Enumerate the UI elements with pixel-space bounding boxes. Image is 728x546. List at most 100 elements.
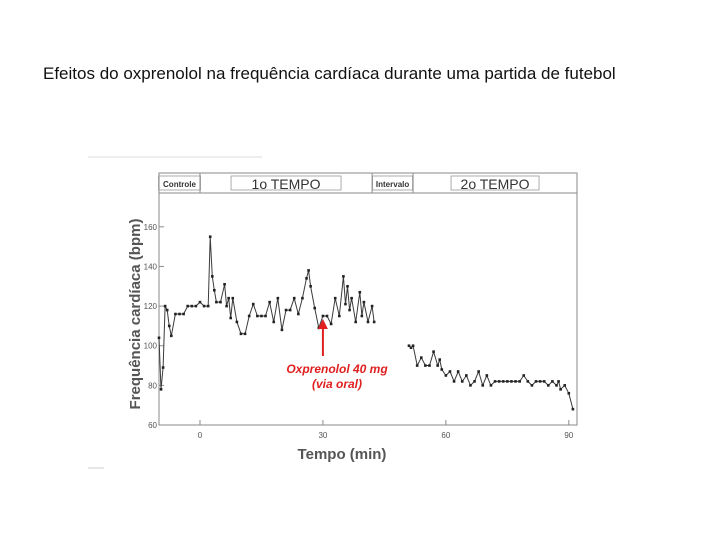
- data-point: [571, 407, 575, 411]
- data-point: [215, 300, 218, 304]
- y-tick-label: 160: [144, 223, 158, 232]
- data-point: [159, 388, 163, 391]
- annotation-line-1: Oxprenolol 40 mg: [286, 362, 388, 376]
- phase-band: Controle 1o TEMPO Intervalo 2o TEMPO: [158, 173, 540, 193]
- y-tick-label: 60: [148, 421, 157, 430]
- x-tick-label: 90: [564, 431, 573, 440]
- data-point: [547, 384, 550, 387]
- data-point: [225, 304, 228, 308]
- phase-label: Controle: [163, 180, 196, 189]
- data-point: [485, 374, 489, 377]
- phase-box: [230, 175, 342, 191]
- data-point: [563, 384, 567, 387]
- data-point: [313, 306, 317, 310]
- data-point: [182, 312, 185, 316]
- data-point: [477, 370, 480, 373]
- data-point: [227, 296, 230, 300]
- data-point: [239, 332, 243, 336]
- data-point: [542, 380, 546, 383]
- slide-title: Efeitos do oxprenolol na frequência card…: [43, 64, 616, 83]
- phase-label: 1o TEMPO: [252, 176, 321, 192]
- data-point: [489, 384, 493, 387]
- data-point: [534, 380, 538, 383]
- data-point: [493, 380, 497, 383]
- data-point: [481, 384, 485, 387]
- data-point: [350, 296, 353, 300]
- data-point: [329, 322, 333, 326]
- heart-rate-points: [157, 235, 575, 411]
- data-point: [411, 344, 415, 348]
- data-point: [190, 304, 194, 308]
- annotation-line-2: (via oral): [312, 377, 362, 391]
- data-point: [268, 300, 271, 304]
- x-tick-label: 0: [198, 431, 203, 440]
- data-point: [208, 235, 212, 239]
- data-point: [186, 304, 189, 308]
- data-point: [309, 284, 312, 288]
- data-point: [522, 374, 526, 377]
- data-point: [338, 314, 341, 318]
- y-tick-label: 140: [144, 262, 158, 271]
- y-tick-label: 120: [144, 302, 158, 311]
- data-point: [452, 380, 456, 383]
- data-point: [465, 374, 468, 377]
- data-point: [161, 366, 165, 369]
- data-point: [551, 380, 554, 383]
- data-point: [440, 368, 444, 371]
- data-point: [567, 391, 571, 395]
- data-point: [538, 380, 542, 383]
- phase-label: 2o TEMPO: [461, 176, 530, 192]
- y-tick-label: 80: [148, 381, 157, 390]
- data-point: [419, 356, 423, 359]
- phase-box: [450, 175, 540, 191]
- data-point: [260, 314, 263, 318]
- x-axis-label: Tempo (min): [298, 446, 387, 463]
- data-point: [432, 350, 435, 353]
- data-point: [280, 328, 284, 332]
- data-point: [292, 296, 296, 300]
- data-point: [165, 308, 169, 312]
- data-point: [247, 314, 251, 318]
- data-point: [506, 380, 509, 383]
- data-point: [366, 320, 370, 324]
- data-point: [348, 308, 351, 312]
- data-point: [360, 314, 364, 318]
- data-point: [370, 304, 374, 308]
- data-point: [174, 312, 177, 316]
- data-point: [178, 312, 181, 316]
- data-point: [213, 288, 216, 292]
- data-point: [510, 380, 513, 383]
- data-point: [342, 275, 345, 278]
- data-point: [284, 308, 288, 312]
- data-point: [202, 304, 206, 308]
- data-point: [210, 275, 214, 278]
- data-point: [272, 320, 276, 324]
- data-point: [497, 380, 501, 383]
- data-point: [276, 296, 280, 300]
- data-point: [223, 282, 226, 286]
- data-point: [436, 364, 439, 367]
- data-point: [307, 269, 310, 272]
- data-point: [501, 380, 505, 383]
- data-point: [438, 358, 442, 361]
- data-point: [288, 308, 292, 312]
- data-point: [409, 346, 413, 350]
- data-point: [460, 380, 464, 383]
- data-point: [235, 320, 239, 324]
- data-point: [325, 314, 329, 318]
- data-point: [444, 374, 448, 377]
- data-point: [251, 302, 255, 306]
- data-point: [157, 336, 161, 340]
- data-point: [243, 332, 247, 336]
- data-point: [305, 277, 308, 280]
- data-point: [469, 384, 472, 387]
- data-point: [473, 380, 476, 383]
- annotation-arrow-head: [317, 319, 328, 329]
- data-point: [514, 380, 517, 383]
- data-point: [264, 314, 267, 318]
- data-point: [415, 364, 419, 367]
- axes-ticks: 0 30 60 90 60 80 100 120 140 160: [144, 223, 574, 440]
- phase-label: Intervalo: [376, 180, 409, 189]
- phase-box: [158, 175, 201, 191]
